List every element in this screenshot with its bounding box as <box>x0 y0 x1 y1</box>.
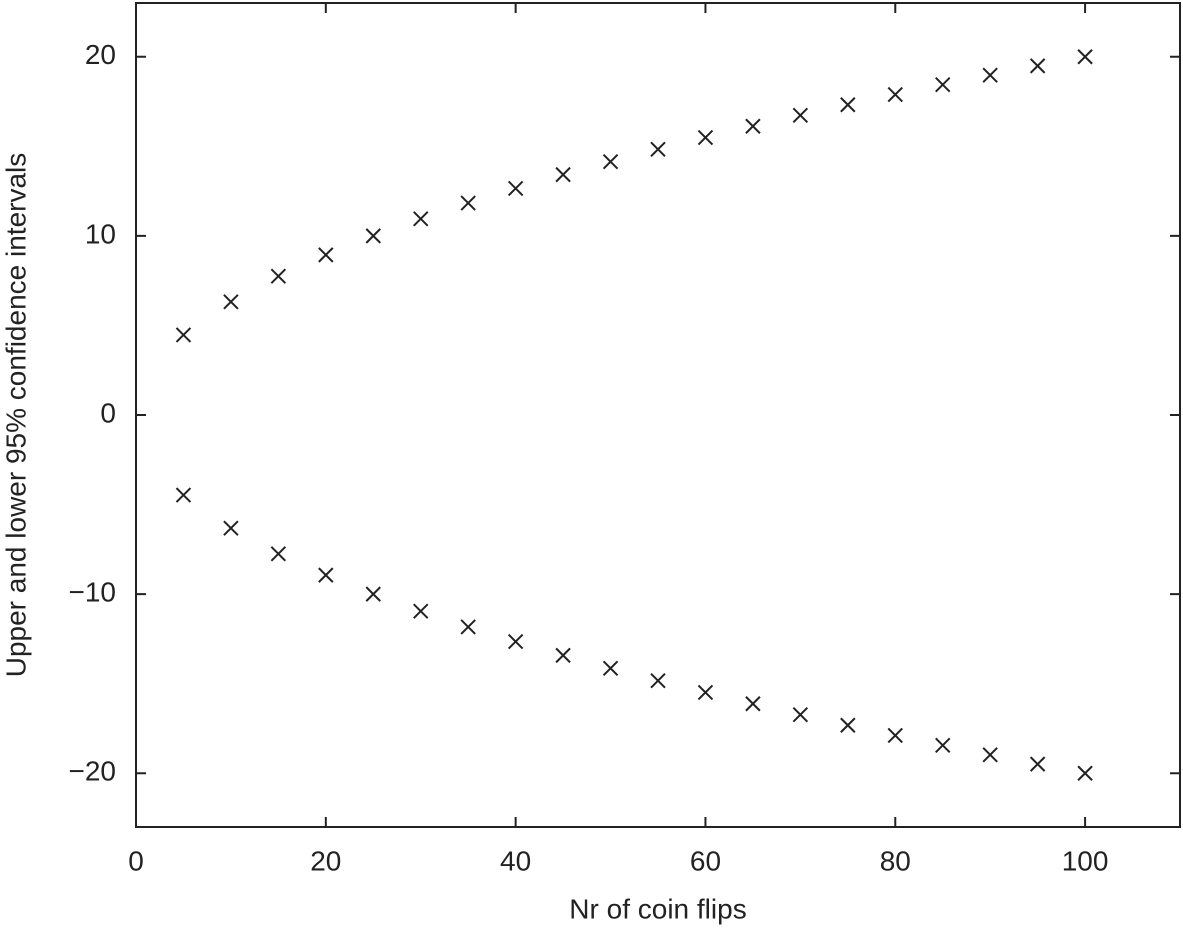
point <box>697 129 714 146</box>
point <box>602 660 619 676</box>
y-tick-label: −10 <box>69 577 117 608</box>
point <box>935 737 951 754</box>
point <box>1077 765 1093 781</box>
point <box>650 141 666 158</box>
point <box>982 67 998 83</box>
point <box>460 195 476 211</box>
point <box>318 567 334 583</box>
point <box>745 696 761 712</box>
x-tick-label: 20 <box>310 845 341 876</box>
point <box>887 86 903 103</box>
x-tick-label: 60 <box>690 845 721 876</box>
point <box>318 247 334 263</box>
x-axis-label: Nr of coin flips <box>569 893 746 924</box>
point <box>1077 49 1093 65</box>
point <box>555 647 571 664</box>
point <box>1029 756 1046 772</box>
plot-frame <box>135 2 1181 828</box>
point <box>175 487 192 503</box>
point <box>792 706 809 723</box>
point <box>507 633 524 650</box>
point <box>792 107 809 124</box>
x-tick-label: 0 <box>128 845 144 876</box>
point <box>935 76 951 93</box>
point <box>840 97 856 113</box>
point <box>555 166 571 183</box>
point <box>460 619 476 635</box>
y-tick-label: 10 <box>85 218 116 249</box>
point <box>175 327 192 343</box>
point <box>650 672 666 689</box>
y-tick-label: 0 <box>100 397 116 428</box>
x-tick-label: 80 <box>880 845 911 876</box>
point <box>745 118 761 134</box>
point <box>365 586 381 602</box>
point <box>223 294 239 310</box>
x-tick-label: 40 <box>500 845 531 876</box>
point <box>270 546 287 562</box>
point <box>413 603 429 619</box>
y-axis-label: Upper and lower 95% confidence intervals <box>0 153 31 678</box>
point <box>887 727 903 744</box>
point <box>1029 58 1046 74</box>
y-tick-label: 20 <box>85 39 116 70</box>
point <box>365 228 381 244</box>
point <box>982 747 998 763</box>
point <box>223 520 239 536</box>
y-tick-label: −20 <box>69 756 117 787</box>
point <box>840 717 856 733</box>
point <box>270 268 287 284</box>
x-tick-label: 100 <box>1062 845 1109 876</box>
point <box>697 684 714 701</box>
point <box>602 154 619 170</box>
point <box>413 211 429 227</box>
point <box>507 180 524 197</box>
